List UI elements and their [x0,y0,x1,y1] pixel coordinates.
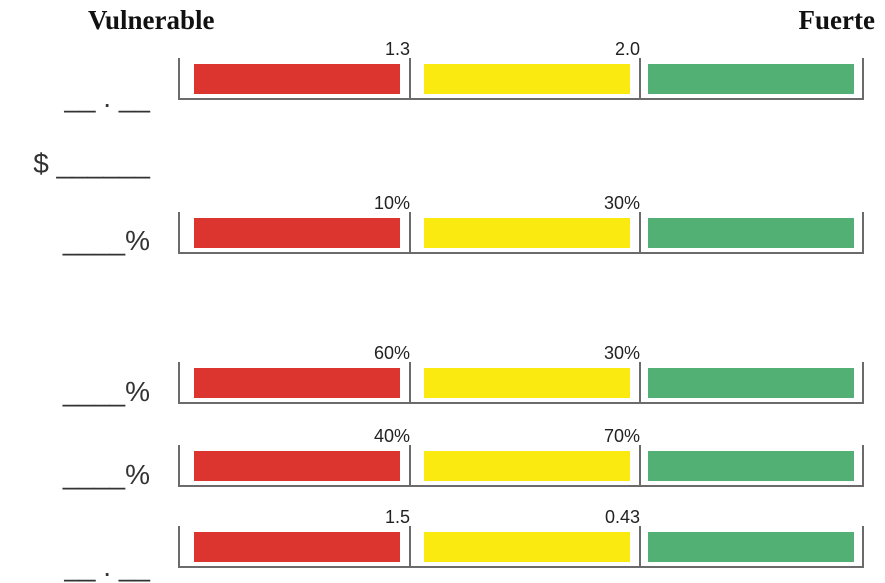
gauge-divider [639,58,641,100]
gauge-threshold-high: 30% [603,343,640,363]
gauge-frame [862,212,864,254]
red-segment [194,218,400,248]
gauge-3: 60% 30% [178,344,864,416]
percent-input-blank-1[interactable]: ____% [62,225,150,256]
gauge-threshold-high: 2.0 [614,39,640,59]
gauge-threshold-high: 0.43 [604,507,640,527]
gauge-5: 1.5 0.43 [178,508,864,580]
yellow-segment [424,64,630,94]
gauge-threshold-low: 1.3 [384,39,410,59]
gauge-divider [639,445,641,487]
gauge-divider [409,362,411,404]
green-segment [648,532,854,562]
gauge-frame [862,362,864,404]
yellow-segment [424,218,630,248]
money-input-blank[interactable]: $ ______ [33,148,150,179]
gauge-divider [639,526,641,568]
gauge-threshold-low: 60% [373,343,410,363]
green-segment [648,368,854,398]
gauge-4: 40% 70% [178,427,864,499]
gauge-frame [178,212,180,254]
yellow-segment [424,368,630,398]
yellow-segment [424,451,630,481]
header-fuerte: Fuerte [798,5,875,35]
gauge-frame [178,402,864,404]
header-vulnerable: Vulnerable [88,5,215,35]
red-segment [194,532,400,562]
gauge-frame [178,58,180,100]
gauge-divider [409,526,411,568]
gauge-threshold-high: 30% [603,193,640,213]
gauge-divider [639,212,641,254]
percent-input-blank-2[interactable]: ____% [62,376,150,407]
gauge-threshold-low: 1.5 [384,507,410,527]
ratio-input-blank-2[interactable]: __ . __ [64,551,150,582]
yellow-segment [424,532,630,562]
gauge-1: 1.3 2.0 [178,40,864,112]
gauge-divider [409,212,411,254]
gauge-frame [178,98,864,100]
percent-input-blank-3[interactable]: ____% [62,459,150,490]
gauge-frame [178,445,180,487]
gauge-frame [178,566,864,568]
gauge-divider [409,445,411,487]
gauge-frame [178,485,864,487]
green-segment [648,451,854,481]
gauge-frame [178,526,180,568]
gauge-threshold-low: 40% [373,426,410,446]
gauge-threshold-high: 70% [603,426,640,446]
red-segment [194,368,400,398]
red-segment [194,451,400,481]
gauge-divider [639,362,641,404]
gauge-frame [862,58,864,100]
gauge-frame [862,526,864,568]
gauge-frame [178,252,864,254]
gauge-divider [409,58,411,100]
gauge-frame [862,445,864,487]
gauge-frame [178,362,180,404]
green-segment [648,218,854,248]
green-segment [648,64,854,94]
ratio-input-blank[interactable]: __ . __ [64,82,150,113]
gauge-threshold-low: 10% [373,193,410,213]
gauge-2: 10% 30% [178,194,864,266]
red-segment [194,64,400,94]
